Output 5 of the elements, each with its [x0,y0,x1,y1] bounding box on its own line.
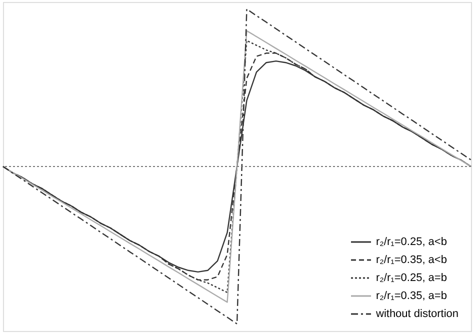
legend-label: r₂/r₁=0.25, a=b [376,272,447,284]
legend-label: r₂/r₁=0.25, a<b [376,236,447,248]
legend-label: without distortion [375,308,459,320]
legend-label: r₂/r₁=0.35, a<b [376,254,447,266]
legend-label: r₂/r₁=0.35, a=b [376,290,447,302]
